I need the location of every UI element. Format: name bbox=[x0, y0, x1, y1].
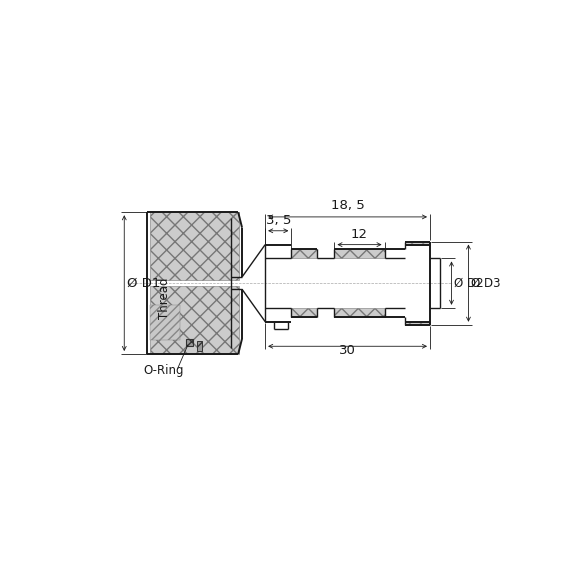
Text: Ø D2: Ø D2 bbox=[454, 276, 484, 290]
Bar bbox=[335, 308, 385, 317]
Text: 12: 12 bbox=[351, 228, 368, 241]
Text: Ø D1: Ø D1 bbox=[126, 276, 160, 290]
Bar bbox=[186, 339, 193, 346]
Bar bbox=[150, 212, 239, 280]
Bar bbox=[405, 242, 430, 244]
Bar bbox=[150, 286, 239, 354]
Bar bbox=[292, 308, 317, 317]
Bar bbox=[197, 341, 202, 351]
Bar bbox=[335, 249, 385, 258]
Bar bbox=[405, 322, 430, 325]
Text: 18, 5: 18, 5 bbox=[331, 199, 364, 212]
Text: O-Ring: O-Ring bbox=[144, 364, 184, 377]
Bar bbox=[292, 249, 317, 258]
Text: Ø D3: Ø D3 bbox=[471, 276, 501, 290]
Text: Thread: Thread bbox=[158, 278, 171, 320]
Text: 3, 5: 3, 5 bbox=[265, 214, 291, 227]
Text: 30: 30 bbox=[339, 344, 356, 357]
Bar bbox=[150, 305, 180, 340]
